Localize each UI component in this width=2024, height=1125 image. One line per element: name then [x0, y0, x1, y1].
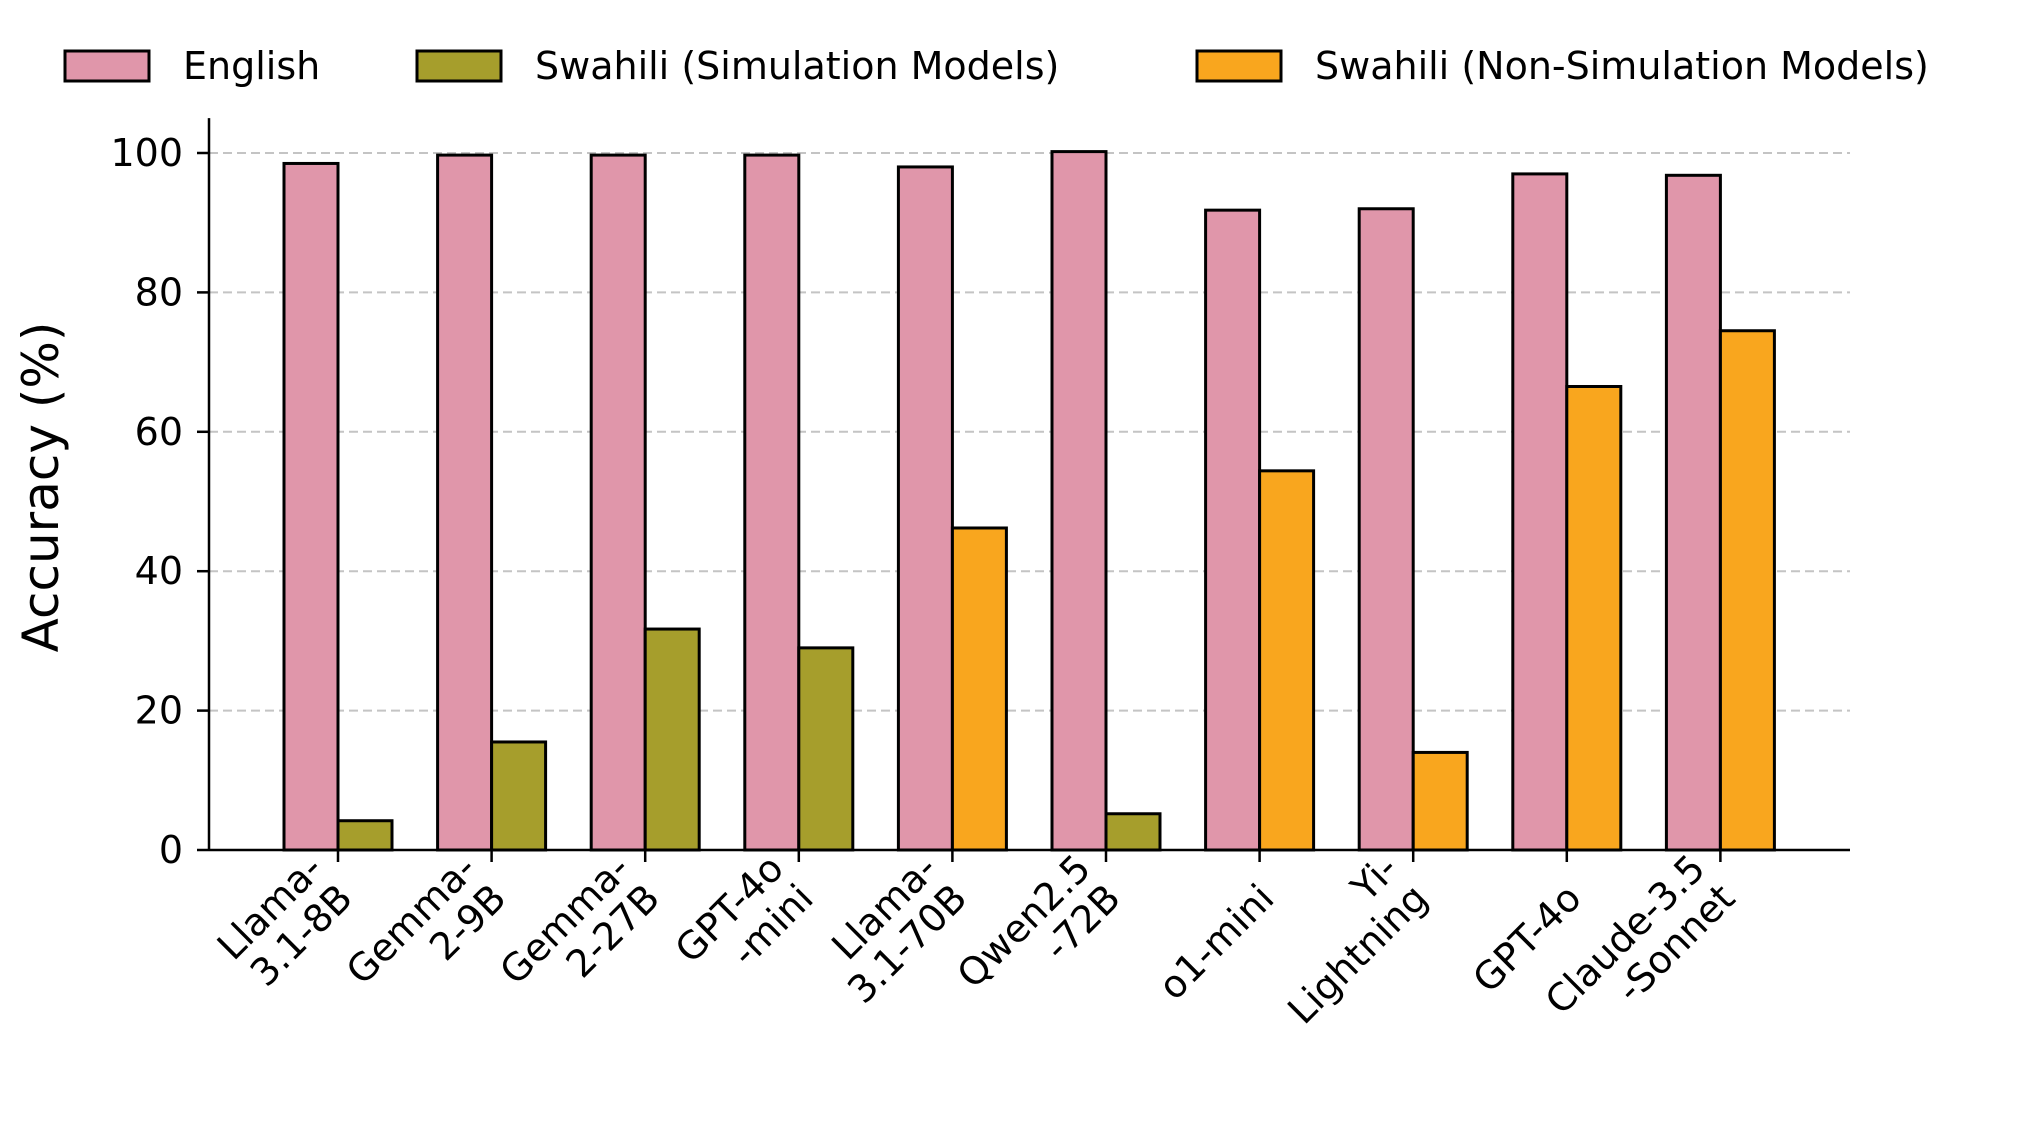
x-tick-label-line: o1-mini — [1150, 876, 1282, 1008]
y-tick-label: 60 — [135, 410, 183, 454]
bar-swahili — [1258, 469, 1316, 852]
bar-english — [436, 153, 494, 852]
x-tick-label: Gemma-2-9B — [338, 846, 515, 993]
bar-english — [1511, 172, 1569, 852]
bar-swahili — [1718, 329, 1776, 852]
x-tick-label-line: Lightning — [1279, 876, 1436, 1033]
y-tick-label: 100 — [110, 131, 183, 175]
bar-english — [896, 165, 954, 852]
bar-english — [743, 153, 801, 852]
bar-english — [1204, 208, 1262, 852]
bar-swahili — [643, 627, 701, 852]
y-axis-title: Accuracy (%) — [12, 322, 70, 653]
bars — [282, 150, 1776, 852]
bar-english — [1664, 173, 1722, 852]
y-ticks: 0 20 40 60 80 100 — [110, 131, 209, 872]
legend-label: Swahili (Non-Simulation Models) — [1315, 44, 1929, 88]
bar-swahili — [336, 819, 394, 852]
bar-swahili — [1565, 384, 1623, 852]
bar-english — [282, 161, 340, 852]
legend-label: Swahili (Simulation Models) — [535, 44, 1059, 88]
x-tick-label: GPT-4o-mini — [667, 846, 822, 975]
y-tick-label: 80 — [135, 270, 183, 314]
legend-swatch — [415, 49, 503, 83]
bar-english — [1050, 150, 1108, 852]
legend: English Swahili (Simulation Models) Swahil… — [63, 44, 1929, 88]
bar-swahili — [1411, 750, 1469, 852]
x-tick-label: Llama-3.1-8B — [209, 846, 361, 995]
bar-english — [589, 153, 647, 852]
x-tick-label: Claude-3.5-Sonnet — [1537, 846, 1744, 1023]
x-tick-label: o1-mini — [1150, 876, 1282, 1008]
legend-label: English — [183, 44, 320, 88]
x-tick-label: Yi-Lightning — [1279, 846, 1436, 1033]
y-tick-label: 0 — [159, 828, 183, 872]
legend-swatch — [63, 49, 151, 83]
bar-english — [1357, 207, 1415, 852]
bar-swahili — [490, 740, 548, 852]
x-ticks: Llama-3.1-8BGemma-2-9BGemma-2-27BGPT-4o-… — [209, 846, 1744, 1033]
y-tick-label: 20 — [135, 689, 183, 733]
x-tick-label: Gemma-2-27B — [491, 846, 668, 993]
y-tick-label: 40 — [135, 549, 183, 593]
x-tick-label: Llama-3.1-70B — [823, 846, 975, 1012]
axes — [207, 118, 1850, 852]
x-tick-label: Qwen2.5-72B — [949, 846, 1129, 997]
legend-swatch — [1195, 49, 1283, 83]
bar-swahili — [950, 526, 1008, 852]
bar-swahili — [797, 646, 855, 852]
bar-swahili — [1104, 812, 1162, 852]
